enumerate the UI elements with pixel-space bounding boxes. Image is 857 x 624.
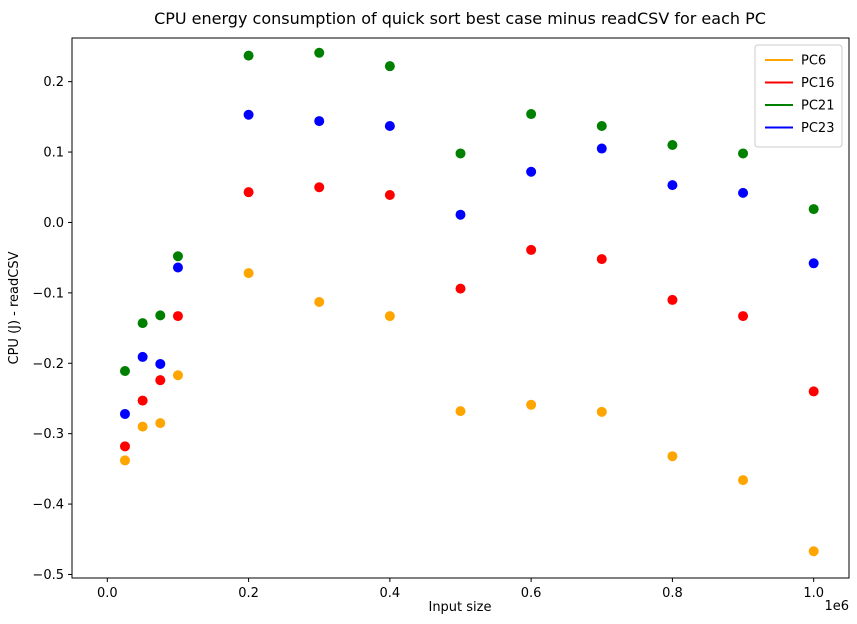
data-point: [137, 351, 148, 362]
data-point: [172, 311, 183, 322]
data-point: [137, 421, 148, 432]
data-point: [596, 143, 607, 154]
y-axis: −0.5 −0.4 −0.3 −0.2 −0.1 0.0 0.1 0.2: [32, 75, 72, 583]
y-tick-label: −0.5: [32, 568, 64, 583]
data-point: [243, 50, 254, 61]
y-axis-label: CPU (J) - readCSV: [7, 251, 22, 364]
data-point: [384, 121, 395, 132]
data-point: [738, 148, 749, 159]
data-point: [455, 406, 466, 417]
chart-title: CPU energy consumption of quick sort bes…: [154, 9, 766, 28]
legend-label: PC16: [801, 76, 834, 91]
data-point: [526, 244, 537, 255]
data-point: [119, 455, 130, 466]
data-point: [172, 370, 183, 381]
y-tick-label: 0.0: [43, 216, 64, 231]
y-tick-label: −0.3: [32, 427, 64, 442]
series-pc23: [119, 109, 819, 419]
data-point: [808, 204, 819, 215]
x-tick-label: 0.2: [238, 586, 259, 601]
data-point: [155, 418, 166, 429]
data-point: [526, 166, 537, 177]
data-point: [172, 251, 183, 262]
y-tick-label: −0.2: [32, 357, 64, 372]
data-point: [455, 283, 466, 294]
y-tick-label: 0.2: [43, 75, 64, 90]
x-axis-offset-label: 1e6: [824, 599, 849, 614]
x-tick-label: 0.4: [380, 586, 401, 601]
data-point: [596, 254, 607, 265]
series-pc16: [119, 182, 819, 452]
data-point: [667, 451, 678, 462]
data-point: [172, 262, 183, 273]
data-point: [738, 187, 749, 198]
data-point: [137, 395, 148, 406]
data-point: [243, 187, 254, 198]
data-point: [314, 297, 325, 308]
series-pc21: [119, 47, 819, 377]
data-point: [314, 47, 325, 58]
data-point: [155, 375, 166, 386]
data-point: [314, 116, 325, 127]
data-point: [738, 311, 749, 322]
legend-box: [754, 44, 843, 148]
legend: PC6 PC16 PC21 PC23: [754, 44, 843, 148]
data-point: [243, 109, 254, 120]
x-tick-label: 0.0: [97, 586, 118, 601]
legend-label: PC6: [801, 54, 826, 69]
data-point: [738, 475, 749, 486]
data-point: [667, 294, 678, 305]
data-point: [119, 366, 130, 377]
data-point: [314, 182, 325, 193]
x-tick-label: 0.6: [521, 586, 542, 601]
series-pc6: [119, 268, 819, 557]
x-tick-label: 0.8: [662, 586, 683, 601]
data-point: [243, 268, 254, 279]
data-point: [808, 386, 819, 397]
data-point: [384, 311, 395, 322]
data-point: [808, 258, 819, 269]
data-point: [526, 399, 537, 410]
data-point: [155, 310, 166, 321]
y-tick-label: −0.1: [32, 286, 64, 301]
data-point: [119, 441, 130, 452]
x-axis: 0.0 0.2 0.4 0.6 0.8 1.0: [97, 578, 824, 601]
plot-area: [119, 47, 819, 557]
legend-label: PC23: [801, 121, 834, 136]
x-tick-label: 1.0: [803, 586, 824, 601]
data-point: [155, 358, 166, 369]
data-point: [596, 406, 607, 417]
data-point: [526, 109, 537, 120]
axes-frame: [71, 37, 850, 579]
legend-label: PC21: [801, 99, 834, 114]
data-point: [667, 180, 678, 191]
data-point: [667, 140, 678, 151]
data-point: [137, 318, 148, 329]
data-point: [455, 209, 466, 220]
data-point: [384, 190, 395, 201]
data-point: [596, 121, 607, 132]
data-point: [384, 61, 395, 72]
x-axis-label: Input size: [428, 600, 491, 615]
y-tick-label: −0.4: [32, 498, 64, 513]
data-point: [808, 546, 819, 557]
data-point: [119, 408, 130, 419]
y-tick-label: 0.1: [43, 146, 64, 161]
data-point: [455, 148, 466, 159]
